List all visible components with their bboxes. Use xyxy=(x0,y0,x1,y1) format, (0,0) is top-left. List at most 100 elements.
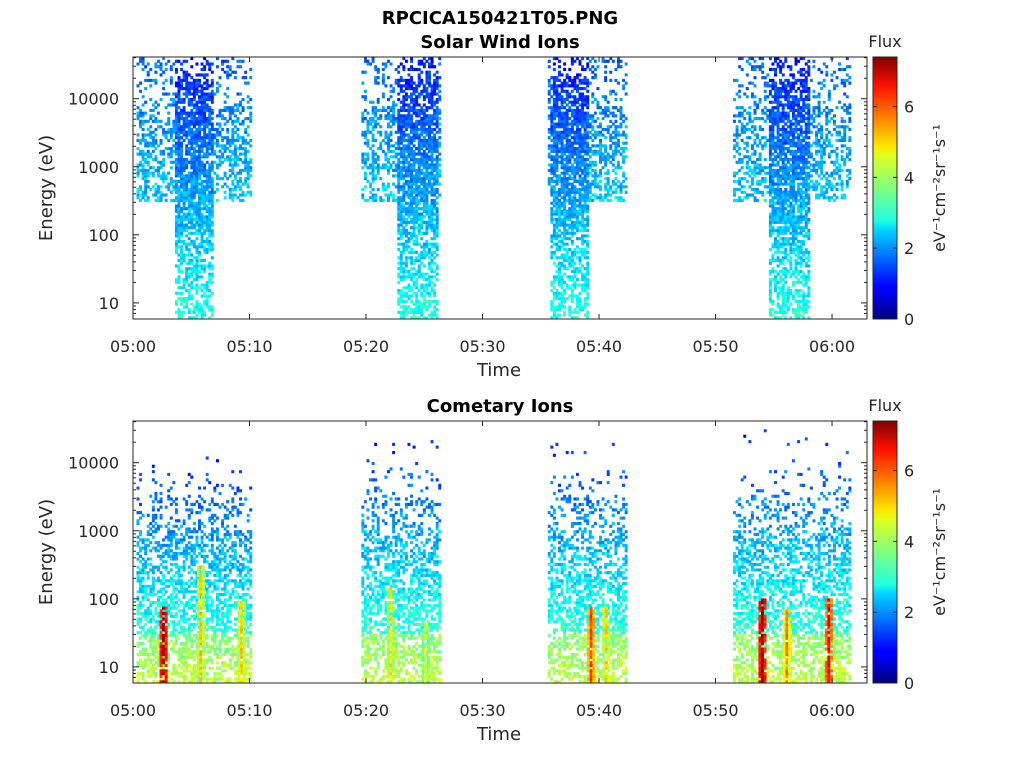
flux-cell xyxy=(144,138,148,143)
flux-cell xyxy=(407,149,411,153)
flux-cell xyxy=(748,57,752,61)
flux-cell xyxy=(578,136,582,140)
flux-cell xyxy=(786,305,790,309)
flux-cell xyxy=(568,226,572,230)
flux-cell xyxy=(192,133,196,137)
flux-cell xyxy=(563,272,567,276)
flux-cell xyxy=(404,166,408,170)
flux-cell xyxy=(190,76,194,80)
flux-cell xyxy=(550,76,554,80)
flux-cell xyxy=(560,84,564,88)
flux-cell xyxy=(410,171,414,175)
flux-cell xyxy=(192,141,196,145)
flux-cell xyxy=(399,204,403,208)
flux-cell xyxy=(591,133,595,137)
flux-cell xyxy=(753,196,757,200)
flux-cell xyxy=(786,294,790,298)
flux-cell xyxy=(784,305,788,309)
flux-cell xyxy=(146,179,150,183)
flux-cell xyxy=(180,185,184,189)
flux-cell xyxy=(371,171,375,175)
flux-cell xyxy=(404,264,408,268)
flux-cell xyxy=(789,231,793,235)
flux-cell xyxy=(236,171,240,175)
flux-cell xyxy=(735,141,739,145)
flux-cell xyxy=(169,127,173,132)
flux-cell xyxy=(565,248,569,252)
flux-cell xyxy=(195,267,199,271)
flux-cell xyxy=(228,190,232,194)
flux-cell xyxy=(750,67,754,72)
flux-cell xyxy=(568,168,572,173)
flux-cell xyxy=(771,218,775,222)
flux-cell xyxy=(570,122,574,126)
flux-cell xyxy=(768,78,772,82)
flux-cell xyxy=(384,130,388,134)
flux-cell xyxy=(386,114,390,118)
flux-cell xyxy=(563,237,567,241)
flux-cell xyxy=(619,97,623,102)
flux-cell xyxy=(552,144,556,148)
flux-cell xyxy=(239,193,242,197)
flux-cell xyxy=(609,125,613,129)
flux-cell xyxy=(221,138,225,143)
flux-cell xyxy=(430,103,434,107)
flux-cell xyxy=(192,316,196,320)
flux-cell xyxy=(182,280,186,284)
flux-cell xyxy=(552,141,556,145)
flux-cell xyxy=(177,228,181,233)
flux-cell xyxy=(558,114,561,118)
flux-cell xyxy=(428,163,431,167)
flux-cell xyxy=(177,100,181,104)
flux-cell xyxy=(779,196,783,200)
flux-cell xyxy=(611,168,615,173)
flux-cell xyxy=(550,119,554,123)
flux-cell xyxy=(619,185,623,189)
flux-cell xyxy=(789,218,793,222)
flux-cell xyxy=(550,280,554,284)
solar-wind-spectrogram xyxy=(136,57,852,320)
flux-cell xyxy=(428,95,431,99)
flux-cell xyxy=(588,81,592,85)
flux-cell xyxy=(771,188,775,192)
flux-cell xyxy=(180,316,184,320)
flux-cell xyxy=(563,125,567,129)
flux-cell xyxy=(407,160,411,164)
flux-cell xyxy=(379,114,383,118)
flux-cell xyxy=(733,190,736,194)
flux-cell xyxy=(412,125,416,129)
flux-cell xyxy=(570,141,574,145)
flux-cell xyxy=(205,141,209,145)
flux-cell xyxy=(550,168,554,173)
flux-cell xyxy=(402,313,406,317)
flux-cell xyxy=(417,138,421,143)
flux-cell xyxy=(208,163,212,167)
flux-cell xyxy=(394,78,398,82)
flux-cell xyxy=(205,119,209,123)
flux-cell xyxy=(430,242,434,246)
flux-cell xyxy=(784,267,788,271)
flux-cell xyxy=(205,62,209,66)
flux-cell xyxy=(573,147,577,151)
flux-cell xyxy=(394,174,398,178)
flux-cell xyxy=(766,114,770,118)
flux-cell xyxy=(604,65,608,69)
flux-cell xyxy=(200,258,204,263)
flux-cell xyxy=(397,127,401,132)
flux-cell xyxy=(555,193,559,197)
flux-cell xyxy=(568,207,572,211)
flux-cell xyxy=(586,261,590,265)
flux-cell xyxy=(412,174,416,178)
flux-cell xyxy=(622,84,626,88)
flux-cell xyxy=(565,111,569,115)
flux-cell xyxy=(748,106,752,110)
flux-cell xyxy=(565,218,569,222)
flux-cell xyxy=(750,81,754,85)
flux-cell xyxy=(430,253,434,257)
flux-cell xyxy=(190,193,194,197)
flux-cell xyxy=(180,62,184,66)
flux-cell xyxy=(761,76,765,80)
flux-cell xyxy=(591,57,595,61)
flux-cell xyxy=(786,286,790,290)
flux-cell xyxy=(575,220,579,224)
